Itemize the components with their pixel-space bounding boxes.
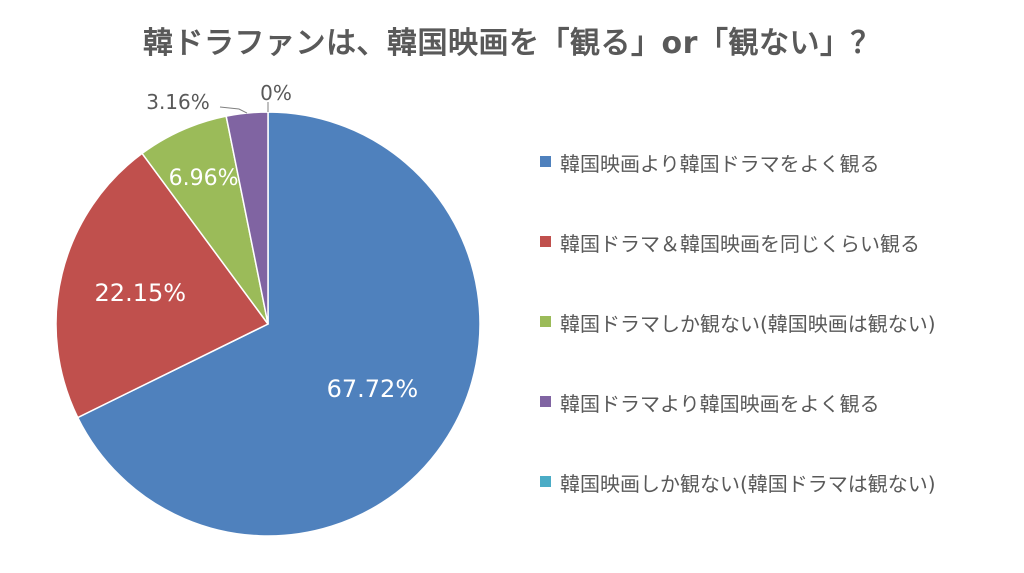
legend-item: 韓国映画より韓国ドラマをよく観る [540,148,936,228]
legend-swatch [540,236,551,247]
legend-label: 韓国ドラマしか観ない(韓国映画は観ない) [560,312,936,336]
legend-swatch [540,396,551,407]
legend-item: 韓国映画しか観ない(韓国ドラマは観ない) [540,468,936,548]
legend-swatch [540,316,551,327]
data-label: 6.96% [169,166,239,191]
legend-swatch [540,476,551,487]
legend-item: 韓国ドラマより韓国映画をよく観る [540,388,936,468]
legend-swatch [540,156,551,167]
legend-label: 韓国映画より韓国ドラマをよく観る [560,152,880,176]
legend-label: 韓国ドラマ＆韓国映画を同じくらい観る [560,232,920,256]
data-label: 67.72% [327,375,419,403]
data-label: 22.15% [95,279,187,307]
pie-slice [55,152,270,419]
data-label: 0% [260,81,292,105]
pie-slice [76,111,481,537]
legend-label: 韓国ドラマより韓国映画をよく観る [560,392,880,416]
chart-title: 韓ドラファンは、韓国映画を「観る」or「観ない」？ [143,26,881,61]
data-label: 3.16% [146,90,210,114]
legend-item: 韓国ドラマしか観ない(韓国映画は観ない) [540,308,936,388]
legend: 韓国映画より韓国ドラマをよく観る 韓国ドラマ＆韓国映画を同じくらい観る 韓国ドラ… [540,148,936,548]
leader-line [219,106,248,114]
legend-label: 韓国映画しか観ない(韓国ドラマは観ない) [560,472,936,496]
legend-item: 韓国ドラマ＆韓国映画を同じくらい観る [540,228,936,308]
